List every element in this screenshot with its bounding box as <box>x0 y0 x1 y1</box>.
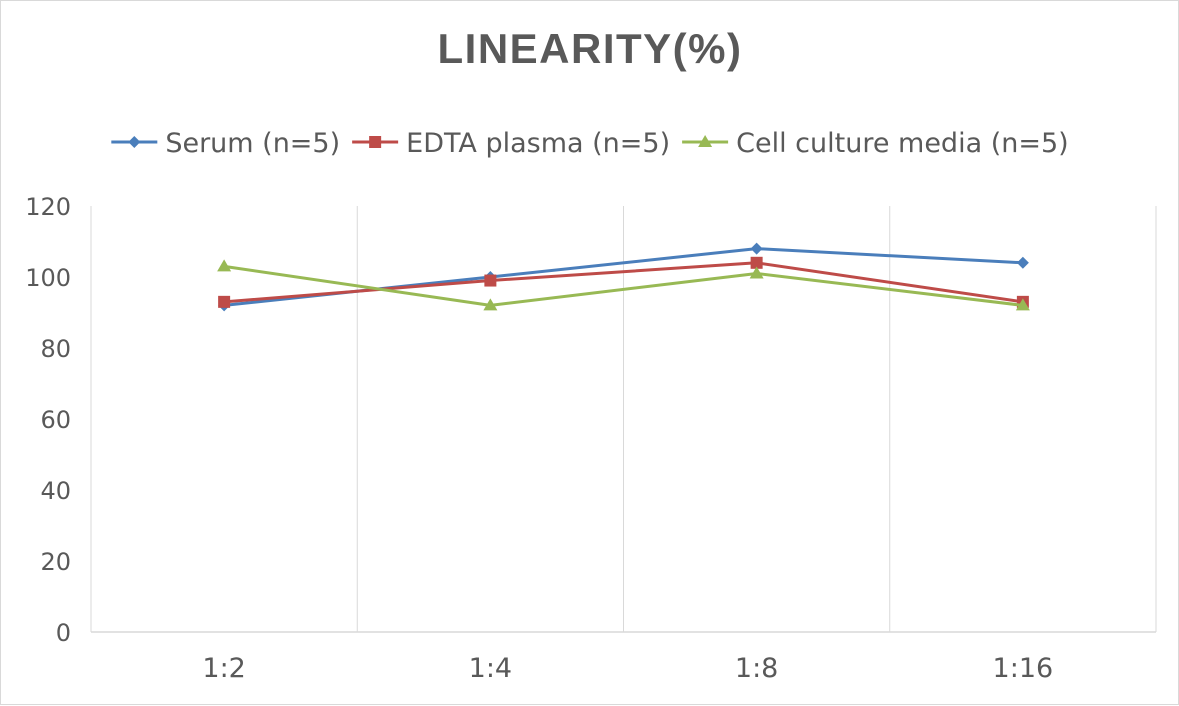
legend-swatch-marker <box>369 136 382 148</box>
data-point <box>217 259 232 272</box>
x-tick-label: 1:2 <box>202 653 245 684</box>
data-point <box>484 274 497 287</box>
legend-item: Serum (n=5) <box>111 128 340 159</box>
y-tick-label: 0 <box>56 619 71 647</box>
y-tick-label: 60 <box>40 406 71 434</box>
grid <box>90 206 1157 632</box>
legend-item: EDTA plasma (n=5) <box>352 128 670 159</box>
x-tick-label: 1:8 <box>735 653 778 684</box>
series-group <box>217 259 1030 311</box>
data-point <box>218 295 231 308</box>
series-line <box>224 261 1024 304</box>
data-point <box>750 242 763 255</box>
y-tick-label: 80 <box>40 335 71 363</box>
legend: Serum (n=5) EDTA plasma (n=5) Cell culture… <box>111 128 1069 159</box>
legend-label: EDTA plasma (n=5) <box>406 128 670 159</box>
data-point <box>749 266 764 279</box>
series-line <box>223 264 1024 307</box>
data-point <box>750 256 763 269</box>
data-point <box>483 298 498 311</box>
data-point <box>1015 298 1030 311</box>
y-tick-label: 120 <box>25 193 71 221</box>
x-tick-label: 1:16 <box>993 653 1054 684</box>
legend-swatch-marker <box>698 135 713 147</box>
chart-title: LINEARITY(%) <box>438 25 743 72</box>
legend-label: Serum (n=5) <box>165 128 340 159</box>
y-tick-label: 40 <box>40 477 71 505</box>
legend-swatch-marker <box>128 136 141 148</box>
legend-label: Cell culture media (n=5) <box>736 128 1069 159</box>
data-point <box>1016 256 1029 269</box>
series-layer <box>217 242 1030 312</box>
x-tick-label: 1:4 <box>469 653 512 684</box>
y-tick-label: 20 <box>40 548 71 576</box>
y-tick-label: 100 <box>25 264 71 292</box>
axes: 0 20 40 60 80 100 120 1:2 1:4 1:8 1:16 <box>25 193 1156 684</box>
legend-item: Cell culture media (n=5) <box>682 128 1069 159</box>
